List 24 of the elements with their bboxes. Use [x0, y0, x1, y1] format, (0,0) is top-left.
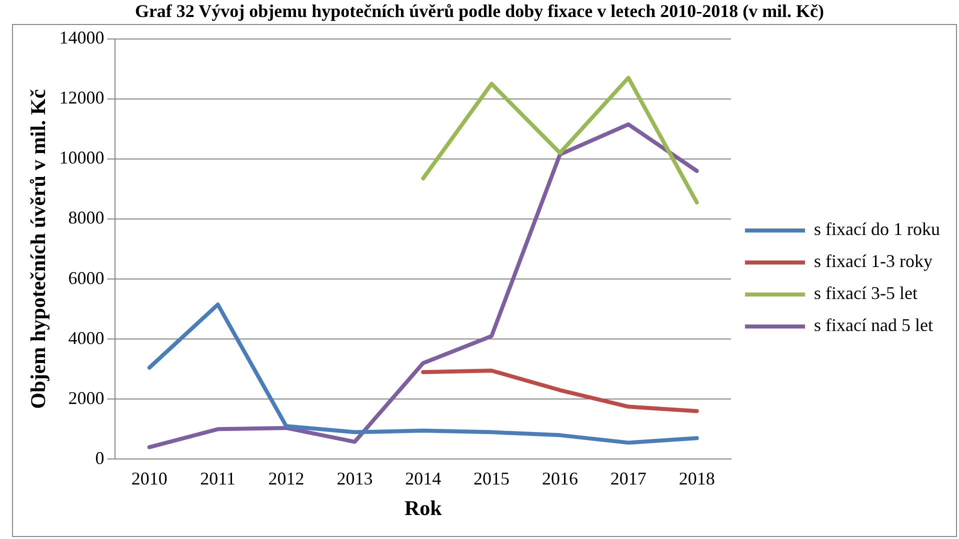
x-tick-label: 2017	[610, 468, 646, 489]
y-tick-label: 4000	[68, 328, 104, 348]
x-axis-title: Rok	[404, 496, 442, 520]
y-tick-label: 8000	[68, 208, 104, 228]
legend-label: s fixací 3-5 let	[814, 283, 918, 304]
legend-label: s fixací do 1 roku	[814, 219, 940, 240]
y-tick-label: 6000	[68, 268, 104, 288]
y-tick-label: 10000	[59, 148, 104, 168]
y-tick-label: 12000	[59, 88, 104, 108]
x-tick-label: 2016	[542, 468, 578, 489]
chart-title: Graf 32 Vývoj objemu hypotečních úvěrů podle doby fixace v letech 2010-2018 (v mil. Kč)	[134, 0, 826, 22]
x-tick-label: 2018	[678, 468, 715, 489]
legend-label: s fixací nad 5 let	[814, 315, 933, 336]
x-tick-label: 2011	[200, 468, 236, 489]
x-tick-label: 2013	[336, 468, 373, 489]
x-tick-label: 2010	[131, 468, 168, 489]
y-tick-label: 14000	[59, 28, 104, 48]
y-tick-label: 2000	[68, 388, 104, 408]
x-tick-label: 2014	[405, 468, 442, 489]
y-axis-title: Objem hypotečních úvěrů v mil. Kč	[26, 89, 50, 409]
y-tick-label: 0	[95, 448, 104, 468]
legend-label: s fixací 1-3 roky	[814, 251, 932, 272]
x-tick-label: 2012	[268, 468, 304, 489]
x-tick-label: 2015	[474, 468, 510, 489]
